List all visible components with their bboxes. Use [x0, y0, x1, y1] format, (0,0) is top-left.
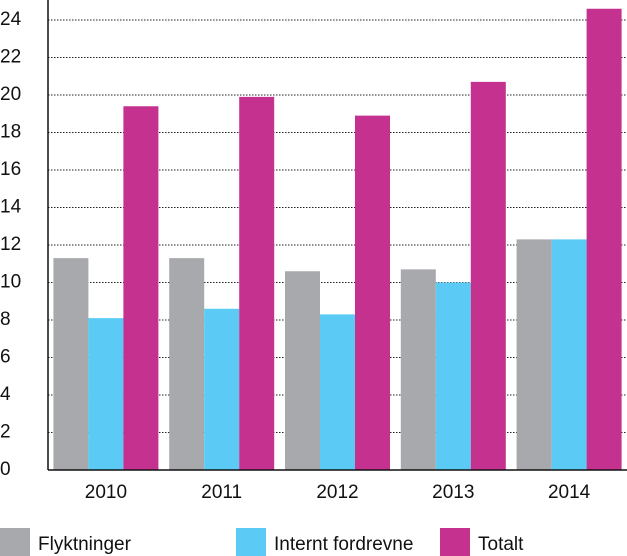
bar	[285, 271, 320, 470]
bar	[516, 239, 552, 470]
x-tick-label: 2014	[548, 482, 591, 503]
y-tick-label: 6	[0, 347, 11, 368]
bar	[123, 106, 159, 470]
legend-label: Totalt	[478, 534, 524, 555]
bar	[169, 258, 205, 470]
bar	[586, 8, 622, 470]
y-tick-label: 8	[0, 309, 11, 330]
y-tick-label: 12	[0, 234, 21, 255]
y-tick-label: 4	[0, 384, 11, 405]
bar	[88, 318, 124, 470]
y-tick-label: 2	[0, 422, 11, 443]
y-tick-label: 24	[0, 9, 22, 30]
legend-swatch	[236, 528, 266, 556]
bar	[239, 96, 275, 470]
bar	[435, 282, 471, 470]
legend-label: Internt fordrevne	[274, 534, 413, 555]
y-tick-label: 0	[0, 459, 11, 480]
legend-swatch	[440, 528, 470, 556]
bar	[355, 115, 390, 470]
y-tick-label: 18	[0, 122, 21, 143]
bar	[320, 314, 355, 470]
bar	[400, 269, 436, 470]
bar	[470, 81, 506, 470]
legend-swatch	[0, 528, 30, 556]
y-tick-label: 22	[0, 47, 21, 68]
x-tick-label: 2012	[316, 482, 358, 503]
legend-label: Flyktninger	[38, 534, 132, 555]
bar	[204, 308, 240, 470]
bar	[53, 258, 89, 470]
x-tick-label: 2010	[85, 482, 127, 503]
bar	[551, 239, 587, 470]
x-tick-label: 2011	[201, 482, 242, 503]
y-tick-label: 16	[0, 159, 21, 180]
y-tick-label: 14	[0, 197, 22, 218]
y-tick-label: 10	[0, 272, 21, 293]
y-tick-label: 20	[0, 84, 21, 105]
x-tick-label: 2013	[432, 482, 474, 503]
